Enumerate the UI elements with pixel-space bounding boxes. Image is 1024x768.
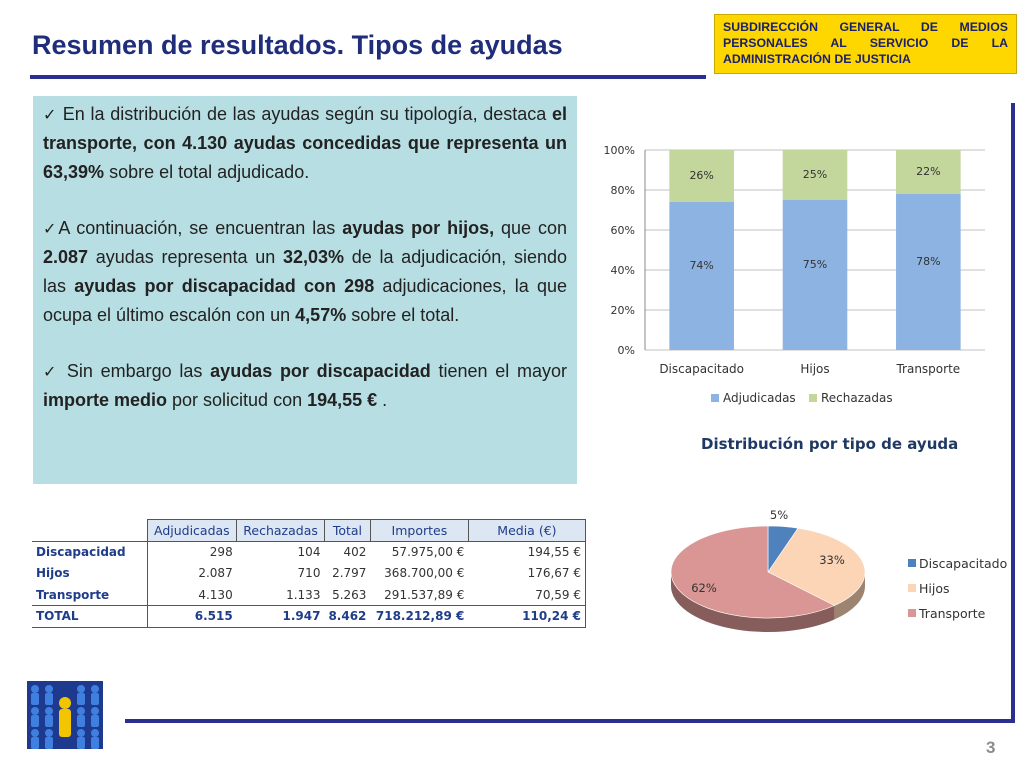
header-media: Media (€) xyxy=(467,519,587,542)
header-importes: Importes xyxy=(369,519,469,542)
y-tick-label: 40% xyxy=(611,264,635,277)
legend-label-adjudicadas: Adjudicadas xyxy=(723,391,796,405)
bar-adjudicadas-hijos xyxy=(782,200,848,350)
pie-legend: Discapacitado Hijos Transporte xyxy=(908,556,1007,621)
legend-label-hijos: Hijos xyxy=(919,581,950,596)
check-icon: ✓ xyxy=(43,219,59,238)
legend-label-discapacitado: Discapacitado xyxy=(919,556,1007,571)
pie-chart: 5% 33% 62% Discapacitado Hijos Transporte xyxy=(670,508,1007,632)
legend-swatch-adjudicadas xyxy=(711,394,719,402)
legend-label-transporte: Transporte xyxy=(918,606,986,621)
page-number: 3 xyxy=(986,738,996,757)
bar-rechazadas-discapacitado xyxy=(669,150,734,202)
bar-adjudicadas-discapacitado xyxy=(669,202,734,350)
table-row: Transporte 4.130 1.133 5.263 291.537,89 … xyxy=(32,584,587,606)
header-total: Total xyxy=(323,519,371,542)
right-border-rule xyxy=(1011,103,1015,723)
pie-side-transporte xyxy=(671,572,835,632)
x-category-label: Hijos xyxy=(800,362,829,376)
summary-paragraph-2: ✓A continuación, se encuentran las ayuda… xyxy=(43,218,568,325)
x-category-label: Transporte xyxy=(895,362,960,376)
pie-value-label: 62% xyxy=(691,581,717,595)
people-logo xyxy=(27,681,103,749)
bar-adjudicadas-transporte xyxy=(896,194,961,350)
bar-legend: Adjudicadas Rechazadas xyxy=(711,391,893,405)
y-tick-label: 60% xyxy=(611,224,635,237)
x-category-label: Discapacitado xyxy=(659,362,744,376)
y-tick-label: 20% xyxy=(611,304,635,317)
bottom-border-rule xyxy=(125,719,1015,723)
header-rechazadas: Rechazadas xyxy=(236,519,325,542)
bar-rechazadas-hijos xyxy=(782,150,848,200)
bar-data-label: 26% xyxy=(689,169,713,182)
title-underline xyxy=(30,75,706,79)
legend-swatch-discapacitado xyxy=(908,559,916,567)
bar-data-label: 74% xyxy=(689,259,713,272)
summary-text-box: ✓ En la distribución de las ayudas según… xyxy=(33,96,577,484)
table-header-row: Adjudicadas Rechazadas Total Importes Me… xyxy=(32,519,587,542)
organization-banner: SUBDIRECCIÓN GENERAL DE MEDIOS PERSONALE… xyxy=(714,14,1017,74)
pie-value-label: 5% xyxy=(770,508,788,522)
table-row: Hijos 2.087 710 2.797 368.700,00 € 176,6… xyxy=(32,562,587,584)
check-icon: ✓ xyxy=(43,105,58,124)
legend-swatch-transporte xyxy=(908,609,916,617)
stacked-bar-chart: 0% 20% 40% 60% 80% 100% 74% 26% Discapacitado 75%… xyxy=(604,144,985,405)
legend-label-rechazadas: Rechazadas xyxy=(821,391,893,405)
table-total-row: TOTAL 6.515 1.947 8.462 718.212,89 € 110… xyxy=(32,605,587,628)
summary-paragraph-1: ✓ En la distribución de las ayudas según… xyxy=(43,104,568,182)
y-tick-label: 100% xyxy=(604,144,635,157)
check-icon: ✓ xyxy=(43,362,60,381)
pie-chart-title: Distribución por tipo de ayuda xyxy=(701,435,959,453)
summary-paragraph-3: ✓ Sin embargo las ayudas por discapacida… xyxy=(43,361,568,410)
table-row: Discapacidad 298 104 402 57.975,00 € 194… xyxy=(32,541,587,563)
page-title: Resumen de resultados. Tipos de ayudas xyxy=(32,30,563,60)
bar-rechazadas-transporte xyxy=(896,150,961,194)
pie-slice-transporte xyxy=(670,525,836,619)
pie-side-hijos xyxy=(834,572,865,620)
y-tick-label: 80% xyxy=(611,184,635,197)
legend-swatch-hijos xyxy=(908,584,916,592)
pie-value-label: 33% xyxy=(819,553,845,567)
results-table: Adjudicadas Rechazadas Total Importes Me… xyxy=(32,519,587,628)
bar-data-label: 75% xyxy=(803,258,827,271)
bar-data-label: 25% xyxy=(803,168,827,181)
bar-data-label: 22% xyxy=(916,165,940,178)
legend-swatch-rechazadas xyxy=(809,394,817,402)
y-tick-label: 0% xyxy=(618,344,635,357)
pie-slice-hijos xyxy=(767,527,866,606)
header-adjudicadas: Adjudicadas xyxy=(146,519,238,542)
bar-data-label: 78% xyxy=(916,255,940,268)
